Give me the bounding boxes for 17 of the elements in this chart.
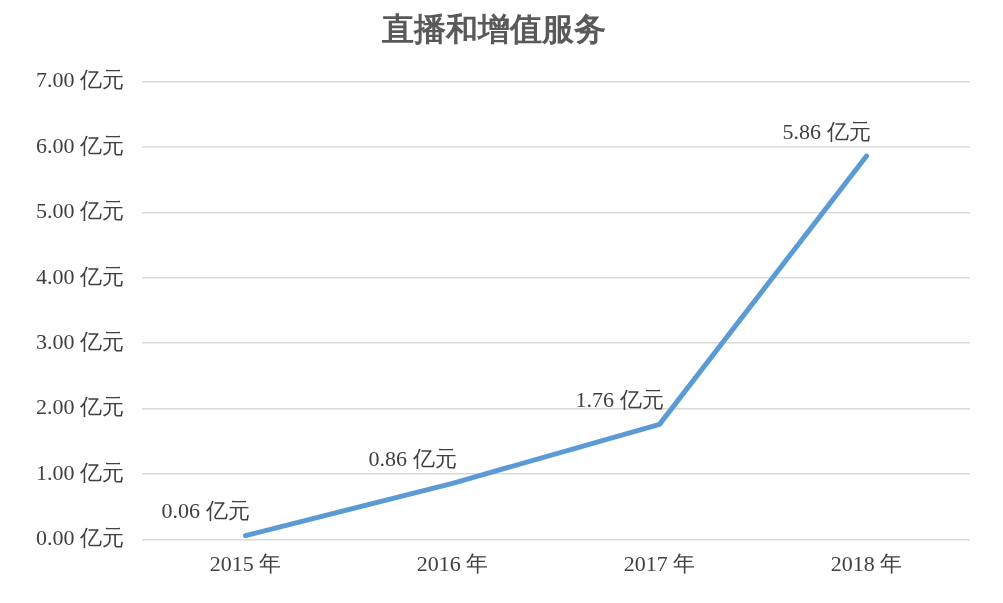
y-tick-label: 6.00 亿元 [36,132,124,158]
y-tick-label: 4.00 亿元 [36,263,124,289]
data-label: 0.06 亿元 [161,498,250,524]
x-tick-label: 2015 年 [209,550,282,576]
y-tick-label: 1.00 亿元 [36,459,124,485]
data-label: 5.86 亿元 [782,118,871,144]
y-tick-label: 5.00 亿元 [36,198,124,224]
data-label: 1.76 亿元 [575,387,664,413]
chart-title: 直播和增值服务 [381,11,606,48]
data-label: 0.86 亿元 [368,446,457,472]
y-tick-label: 0.00 亿元 [36,525,124,551]
y-tick-label: 7.00 亿元 [36,67,124,93]
x-tick-label: 2016 年 [416,550,489,576]
x-tick-label: 2018 年 [830,550,903,576]
y-tick-label: 3.00 亿元 [36,329,124,355]
x-tick-label: 2017 年 [623,550,696,576]
y-tick-label: 2.00 亿元 [36,394,124,420]
